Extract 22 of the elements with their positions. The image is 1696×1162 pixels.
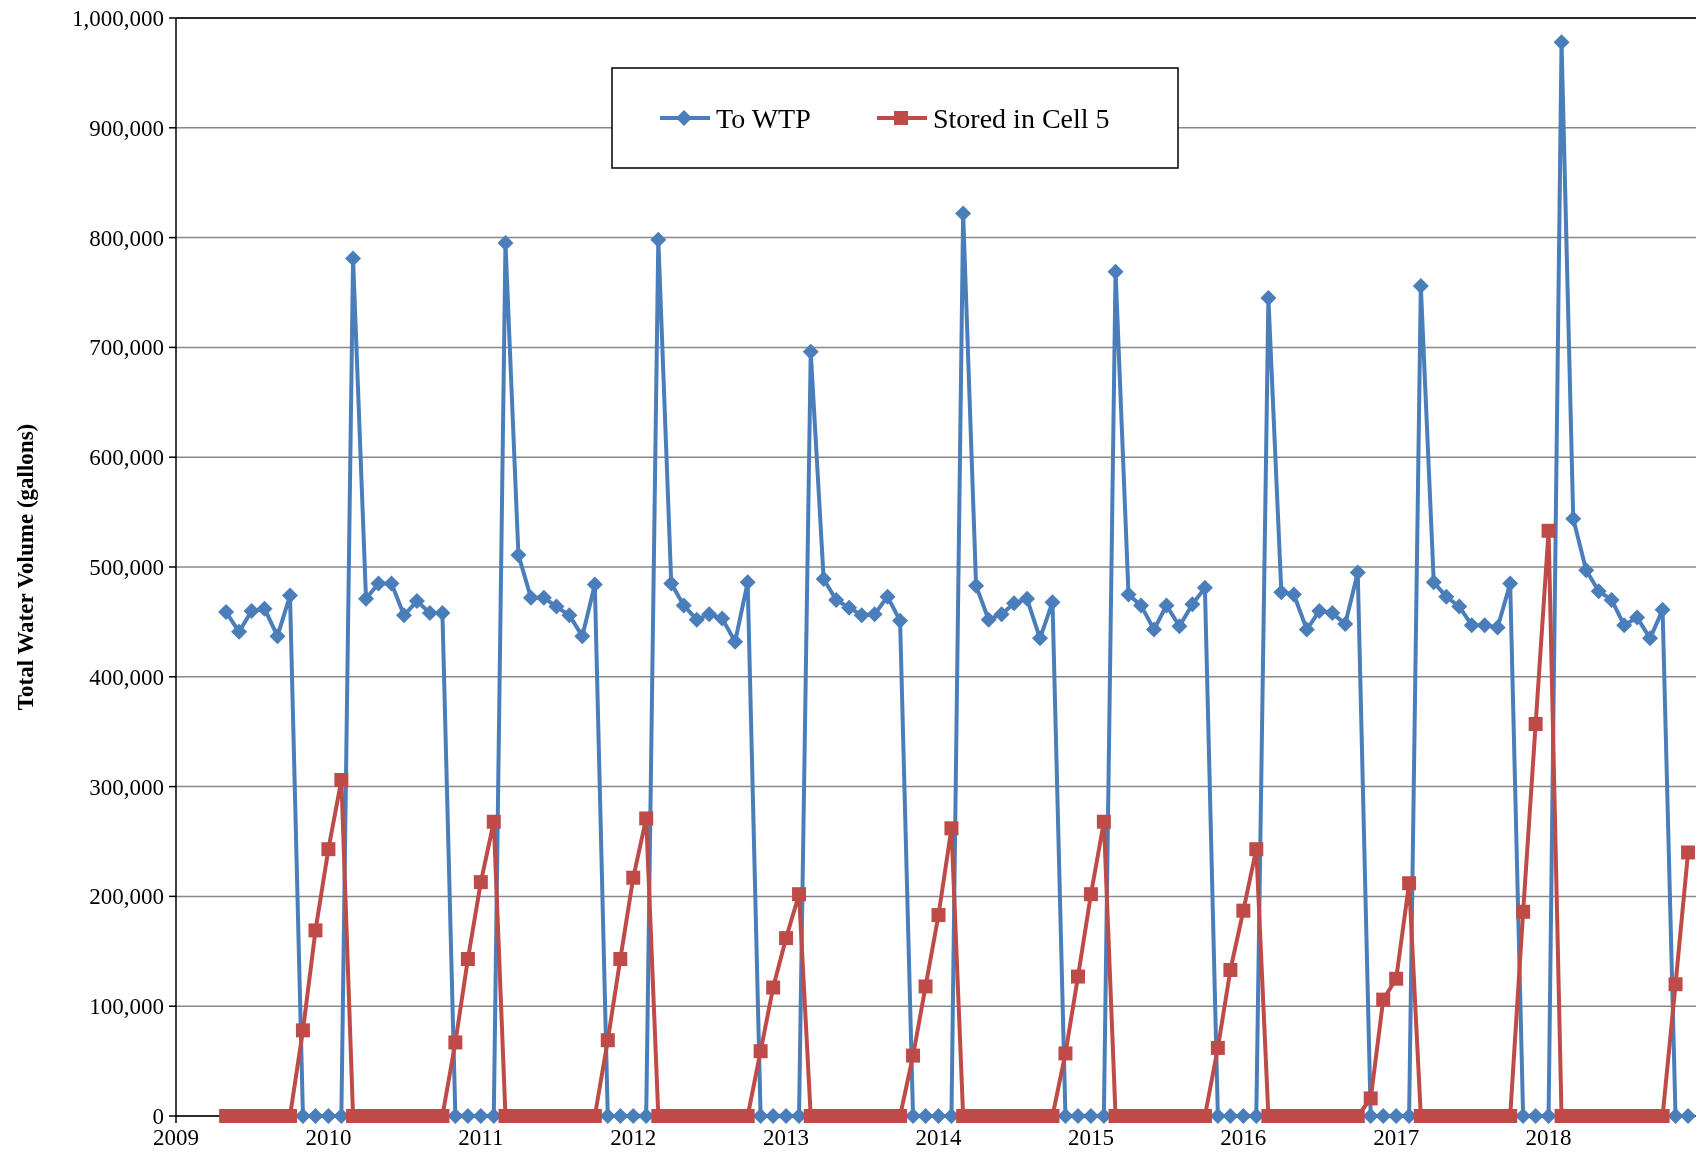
x-tick-label: 2015 — [1067, 1125, 1114, 1150]
y-tick-label: 500,000 — [89, 555, 164, 581]
x-tick-label: 2017 — [1373, 1125, 1420, 1150]
y-tick-label: 300,000 — [89, 774, 164, 800]
y-tick-label: 1,000,000 — [72, 6, 164, 32]
x-tick-label: 2016 — [1220, 1125, 1267, 1150]
legend-label: To WTP — [716, 102, 811, 134]
x-tick-label: 2018 — [1525, 1125, 1572, 1150]
y-tick-label: 600,000 — [89, 445, 164, 471]
y-tick-label: 100,000 — [89, 994, 164, 1020]
x-tick-label: 2012 — [610, 1125, 657, 1150]
x-tick-label: 2010 — [305, 1125, 352, 1150]
y-tick-label: 900,000 — [89, 115, 164, 141]
x-tick-label: 2013 — [763, 1125, 810, 1150]
y-axis-title: Total Water Volume (gallons) — [13, 423, 38, 711]
y-tick-label: 800,000 — [89, 225, 164, 251]
y-tick-label: 200,000 — [89, 884, 164, 910]
legend-label: Stored in Cell 5 — [933, 102, 1110, 134]
y-tick-label: 700,000 — [89, 335, 164, 361]
x-tick-label: 2014 — [915, 1125, 963, 1150]
x-tick-label: 2011 — [458, 1125, 504, 1150]
y-tick-label: 400,000 — [89, 664, 164, 690]
